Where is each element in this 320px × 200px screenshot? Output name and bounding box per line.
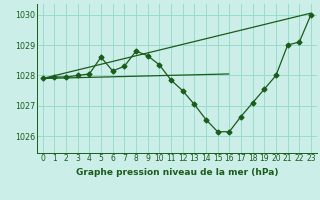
X-axis label: Graphe pression niveau de la mer (hPa): Graphe pression niveau de la mer (hPa) [76, 168, 278, 177]
